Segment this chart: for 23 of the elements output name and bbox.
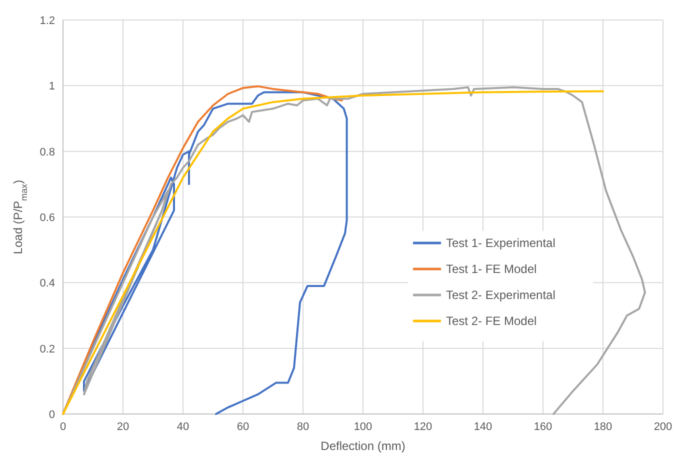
x-tick-label: 180 bbox=[594, 421, 612, 433]
x-tick-label: 200 bbox=[654, 421, 672, 433]
y-tick-label: 0.4 bbox=[40, 278, 55, 290]
y-tick-label: 0.8 bbox=[40, 146, 55, 158]
y-tick-label: 1.2 bbox=[40, 15, 55, 27]
x-tick-label: 0 bbox=[60, 421, 66, 433]
legend-label: Test 2- FE Model bbox=[446, 314, 537, 328]
legend-label: Test 1- FE Model bbox=[446, 262, 537, 276]
y-tick-label: 1 bbox=[48, 80, 55, 93]
x-tick-label: 60 bbox=[236, 421, 250, 433]
legend-label: Test 2- Experimental bbox=[446, 288, 556, 302]
x-tick-label: 80 bbox=[296, 421, 310, 433]
x-tick-label: 140 bbox=[474, 421, 492, 433]
legend-label: Test 1- Experimental bbox=[446, 236, 556, 250]
x-tick-label: 20 bbox=[116, 421, 130, 433]
x-axis-title: Deflection (mm) bbox=[320, 439, 406, 453]
x-tick-label: 120 bbox=[414, 421, 432, 433]
x-tick-label: 40 bbox=[176, 421, 190, 433]
y-tick-label: 0.2 bbox=[40, 343, 55, 356]
x-tick-label: 160 bbox=[534, 421, 552, 433]
y-tick-label: 0 bbox=[48, 409, 55, 421]
y-tick-label: 0.6 bbox=[40, 212, 55, 224]
x-tick-label: 100 bbox=[354, 421, 372, 433]
